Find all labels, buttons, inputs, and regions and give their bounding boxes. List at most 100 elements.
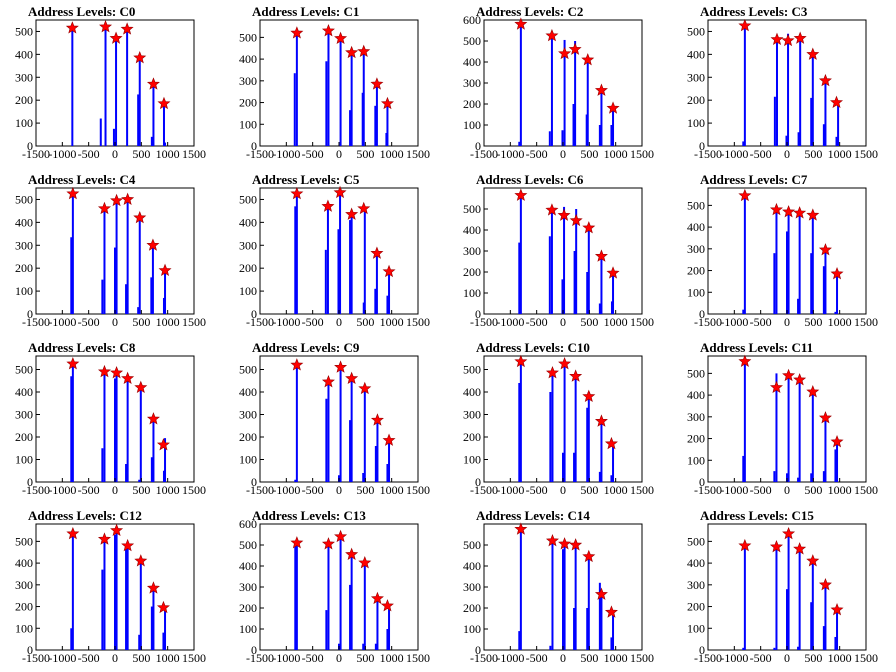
- y-tick-label: 500: [463, 34, 481, 48]
- data-bar: [376, 597, 379, 650]
- data-bar: [70, 376, 73, 482]
- data-bar: [551, 372, 554, 483]
- star-marker: [357, 44, 371, 58]
- star-marker: [158, 263, 172, 276]
- data-bar: [810, 473, 813, 482]
- x-tick-label: 500: [580, 315, 598, 329]
- data-bar: [836, 609, 839, 650]
- data-bar: [374, 446, 377, 482]
- data-bar: [561, 130, 564, 146]
- data-bar: [600, 256, 603, 314]
- star-marker: [581, 53, 595, 66]
- y-tick-label: 100: [239, 453, 257, 467]
- star-marker: [334, 31, 348, 44]
- star-marker: [110, 523, 124, 537]
- star-marker: [380, 599, 394, 612]
- x-tick-label: -1500: [694, 483, 722, 497]
- chart-panel: Address Levels: C2 0 100 200 300 400 500 600 -15…: [448, 0, 672, 168]
- data-bar: [115, 374, 118, 482]
- x-tick-label: -500: [750, 147, 772, 161]
- star-marker: [594, 587, 608, 600]
- y-tick-label: 600: [239, 517, 257, 531]
- y-tick-label: 300: [239, 580, 257, 594]
- data-bar: [374, 105, 377, 146]
- chart-panel: Address Levels: C11 0 100 200 300 400 500 -1500…: [672, 336, 896, 504]
- y-tick-label: 600: [463, 13, 481, 27]
- star-marker: [121, 538, 135, 552]
- x-tick-label: 1500: [630, 147, 654, 161]
- star-marker: [99, 20, 113, 33]
- y-tick-label: 200: [15, 430, 33, 444]
- x-tick-label: -500: [302, 315, 324, 329]
- x-tick-label: -500: [526, 483, 548, 497]
- chart-panel: Address Levels: C13 0 100 200 300 400 500 600 -1…: [224, 504, 448, 672]
- star-marker: [514, 354, 528, 368]
- data-bar: [339, 191, 342, 314]
- data-bar: [151, 245, 154, 314]
- data-bar: [822, 626, 825, 650]
- y-tick-label: 100: [239, 622, 257, 636]
- star-marker: [290, 186, 304, 200]
- chart-title: Address Levels: C13: [252, 508, 366, 523]
- chart-panel: Address Levels: C10 0 100 200 300 400 500 -1500…: [448, 336, 672, 504]
- data-bar: [349, 220, 352, 314]
- data-bar: [550, 35, 553, 146]
- data-bar: [551, 540, 554, 650]
- data-bar: [518, 631, 521, 650]
- data-bar: [164, 438, 167, 483]
- x-tick-label: -1500: [694, 147, 722, 161]
- star-marker: [321, 537, 335, 550]
- x-tick-label: -500: [302, 651, 324, 665]
- data-bar: [587, 227, 590, 314]
- data-bar: [126, 545, 129, 650]
- x-tick-label: 500: [132, 651, 150, 665]
- star-marker: [380, 96, 394, 110]
- data-bar: [71, 533, 74, 650]
- star-marker: [110, 193, 124, 207]
- data-bar: [339, 367, 342, 482]
- x-tick-label: -1500: [22, 483, 50, 497]
- data-bar: [114, 247, 116, 314]
- y-tick-label: 0: [699, 139, 705, 153]
- y-tick-label: 500: [239, 192, 257, 206]
- chart-panel: Address Levels: C15 0 100 200 300 400 500 -1500…: [672, 504, 896, 672]
- y-tick-label: 300: [463, 244, 481, 258]
- y-tick-label: 200: [15, 261, 33, 275]
- x-tick-label: 1000: [380, 315, 404, 329]
- data-bar: [327, 542, 330, 650]
- y-tick-label: 300: [687, 578, 705, 592]
- data-bar: [295, 192, 298, 314]
- y-tick-label: 100: [15, 284, 33, 298]
- data-bar: [125, 284, 128, 314]
- x-tick-label: -500: [526, 315, 548, 329]
- x-tick-label: -1000: [720, 651, 748, 665]
- x-tick-label: 0: [112, 483, 118, 497]
- x-tick-label: -1500: [22, 315, 50, 329]
- chart-title: Address Levels: C8: [28, 340, 136, 355]
- x-tick-label: -1500: [22, 147, 50, 161]
- x-tick-label: 1000: [380, 483, 404, 497]
- x-tick-label: -1000: [48, 315, 76, 329]
- chart-panel: Address Levels: C8 0 100 200 300 400 500 -1500-…: [0, 336, 224, 504]
- x-tick-label: 500: [356, 483, 374, 497]
- chart-panel: Address Levels: C5 0 100 200 300 400 500 -1500-…: [224, 168, 448, 336]
- chart-plot: 0 100 200 300 400 500 600 -1500-1000 -500 0 500 100…: [463, 13, 654, 161]
- x-tick-label: -500: [78, 147, 100, 161]
- chart-plot: 0 100 200 300 400 500 -1500-1000 -500 0 500 1000 15…: [239, 19, 430, 161]
- chart-title: Address Levels: C9: [252, 340, 360, 355]
- data-bar: [71, 26, 74, 146]
- y-tick-label: 300: [463, 76, 481, 90]
- data-bar: [137, 94, 140, 146]
- data-bar: [797, 646, 800, 650]
- y-tick-label: 0: [27, 475, 33, 489]
- y-tick-label: 200: [463, 265, 481, 279]
- data-bar: [836, 273, 839, 314]
- chart-panel: Address Levels: C4 0 100 200 300 400 500 -1500-…: [0, 168, 224, 336]
- data-bar: [773, 96, 776, 146]
- star-marker: [781, 33, 795, 47]
- x-tick-label: -500: [526, 651, 548, 665]
- y-tick-label: 400: [239, 215, 257, 229]
- x-tick-label: 500: [804, 483, 822, 497]
- data-bar: [326, 205, 329, 314]
- star-marker: [146, 238, 160, 251]
